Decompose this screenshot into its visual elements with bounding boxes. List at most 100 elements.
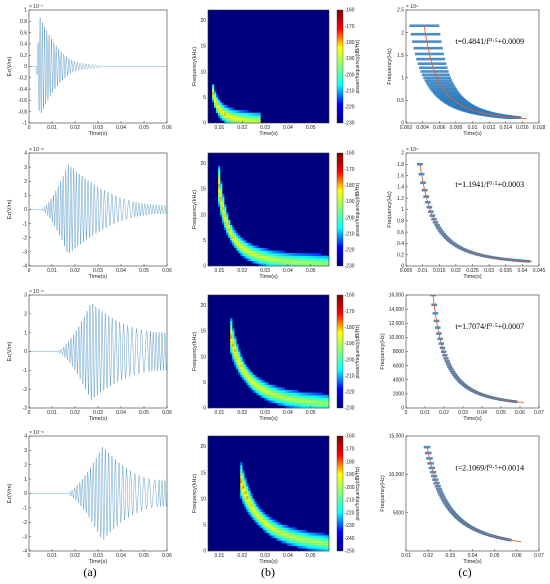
spectrogram-cell: [242, 364, 245, 368]
spectrogram-cell: [296, 260, 299, 264]
spectrogram-cell: [252, 509, 255, 512]
spectrogram-cell: [260, 509, 263, 512]
spectrogram-cell: [238, 250, 241, 254]
spectrogram-cell: [252, 387, 255, 391]
spectrogram-cell: [312, 400, 316, 404]
spectrogram-cell: [286, 527, 289, 531]
x-tick-label: 0.06: [515, 410, 525, 416]
scatter-point: [409, 24, 440, 28]
spectrogram-cell: [290, 402, 293, 406]
x-tick-label: 0.015: [433, 268, 446, 274]
spectrogram-cell: [254, 501, 257, 505]
spectrogram-cell: [242, 250, 245, 254]
spectrogram-cell: [298, 543, 301, 546]
x-tick-label: 0.02: [451, 268, 461, 274]
y-tick-label: 3: [24, 165, 27, 171]
spectrogram-cell: [270, 532, 273, 536]
spectrogram-cell: [252, 382, 255, 386]
spectrogram-cell: [248, 369, 251, 373]
spectrogram-cell: [246, 496, 249, 499]
spectrogram-cell: [252, 117, 255, 121]
fit-curve: [432, 295, 524, 403]
spectrogram-cell: [218, 173, 221, 177]
spectrogram-cell: [214, 92, 217, 95]
spectrogram-cell: [294, 255, 297, 259]
spectrogram-cell: [278, 255, 281, 259]
spectrogram-cell: [222, 222, 225, 226]
spectrogram-cell: [234, 120, 237, 124]
spectrogram-cell: [226, 232, 229, 236]
spectrogram-cell: [266, 382, 269, 386]
spectrogram-cell: [230, 333, 233, 337]
spectrogram-cell: [320, 402, 324, 406]
spectrogram-cell: [228, 232, 231, 236]
spectrogram-cell: [232, 351, 235, 355]
y-exponent-label: × 10⁻⁸: [29, 430, 44, 436]
spectrogram-cell: [272, 387, 275, 391]
spectrogram-cell: [294, 543, 297, 546]
spectrogram-cell: [308, 392, 312, 396]
spectrogram-cell: [312, 260, 316, 264]
y-tick-label: 10: [200, 69, 206, 75]
spectrogram-cell: [316, 405, 320, 409]
spectrogram-cell: [282, 260, 285, 264]
spectrogram-cell: [304, 400, 308, 404]
colorbar: [336, 9, 344, 124]
spectrogram-cell: [322, 535, 326, 539]
spectrogram-cell: [300, 405, 303, 409]
spectrogram-cell: [294, 253, 297, 256]
spectrogram-cell: [274, 532, 277, 536]
y-tick-label: 1.4: [397, 185, 404, 191]
y-tick-label: 2.5: [397, 8, 404, 14]
spectrogram-cell: [214, 97, 217, 101]
spectrogram-cell: [244, 240, 247, 244]
spectrogram-cell: [268, 400, 271, 404]
axes-frame: [207, 152, 330, 267]
spectrogram-cell: [276, 392, 279, 396]
y-tick-label: 0.4: [20, 42, 27, 48]
spectrogram-cell: [242, 242, 245, 246]
spectrogram-cell: [254, 260, 257, 264]
x-tick-label: 0.04: [283, 553, 293, 559]
x-tick-label: 0.012: [483, 125, 496, 131]
spectrogram-cell: [284, 540, 287, 544]
waveform-series: [29, 446, 168, 540]
spectrogram-cell: [218, 168, 221, 172]
spectrogram-cell: [264, 258, 267, 262]
colorbar-tick-label: -210: [345, 498, 355, 504]
spectrogram-cell: [254, 255, 257, 259]
spectrogram-cell: [218, 181, 221, 185]
spectrogram-cell: [298, 537, 301, 541]
spectrogram-cell: [324, 405, 328, 409]
waveform-plot: 0 0.01 0.02 0.03 0.04 0.05 0.06 -3 -2 -1 0 1 2 3 Time(…: [7, 289, 172, 422]
spectrogram-cell: [244, 490, 247, 494]
spectrogram-cell: [284, 527, 287, 531]
spectrogram-cell: [272, 524, 275, 528]
spectrogram-cell: [258, 509, 261, 512]
spectrogram-cell: [224, 112, 227, 116]
spectrogram-cell: [256, 514, 259, 518]
spectrogram-cell: [236, 232, 239, 236]
spectrogram-cell: [268, 258, 271, 262]
x-tick-label: 0.05: [139, 553, 149, 559]
spectrogram-cell: [316, 548, 320, 552]
spectrogram-cell: [288, 535, 291, 539]
spectrogram-cell: [248, 250, 251, 254]
spectrogram-cell: [252, 384, 255, 388]
spectrogram-cell: [230, 115, 233, 119]
spectrogram-cell: [294, 535, 297, 539]
spectrogram-cell: [326, 405, 330, 409]
spectrogram-cell: [324, 395, 328, 398]
spectrogram-cell: [302, 253, 305, 256]
spectrogram-cell: [292, 405, 295, 409]
spectrogram-cell: [256, 379, 259, 383]
spectrogram-cell: [278, 537, 281, 541]
panel-label-b: (b): [261, 565, 275, 579]
x-tick-label: 0.01: [47, 268, 57, 274]
spectrogram-cell: [254, 390, 257, 393]
y-tick-label: -0.4: [18, 87, 27, 93]
spectrogram-cell: [236, 240, 239, 244]
spectrogram-cell: [270, 517, 273, 520]
spectrogram-cell: [302, 260, 305, 264]
x-tick-label: 0.03: [260, 268, 270, 274]
